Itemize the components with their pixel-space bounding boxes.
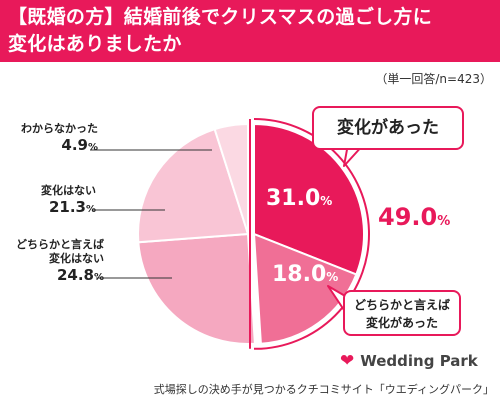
title-line-2: 変化はありましたか [8, 33, 182, 55]
label-somewhat-no: どちらかと言えば 変化はない 24.8% [8, 238, 104, 287]
callout-changed: 変化があった [312, 106, 464, 150]
pie-slices [137, 118, 370, 350]
pie-slice-somewhat-changed [252, 232, 358, 345]
slice-label-somewhat-changed: 18.0% [272, 262, 339, 287]
pie-slice-dontknow [213, 122, 249, 235]
label-dontknow-name: わからなかった [21, 122, 98, 135]
label-nochange: 変化はない 21.3% [18, 184, 96, 219]
group-total: 49.0% [378, 203, 451, 231]
label-nochange-value: 21.3% [48, 198, 96, 216]
label-somewhat-no-value: 24.8% [56, 266, 104, 284]
label-dontknow-value: 4.9% [61, 136, 98, 154]
header-banner: 【既婚の方】結婚前後でクリスマスの過ごし方に 変化はありましたか [0, 0, 500, 62]
chart-title: 【既婚の方】結婚前後でクリスマスの過ごし方に 変化はありましたか [8, 4, 488, 58]
label-somewhat-no-name1: どちらかと言えば [16, 238, 104, 251]
leader-lines [90, 149, 212, 279]
label-dontknow: わからなかった 4.9% [18, 122, 98, 157]
footer-caption: 式場探しの決め手が見つかるクチコミサイト「ウエディングパーク」 [153, 383, 494, 396]
label-somewhat-no-name2: 変化はない [49, 252, 104, 265]
brand-name: Wedding Park [360, 352, 478, 370]
heart-icon: ❤ [340, 351, 355, 371]
callout-b-line2: 変化があった [365, 316, 438, 330]
highlight-outline [253, 118, 370, 350]
title-line-1: 【既婚の方】結婚前後でクリスマスの過ごし方に [8, 6, 433, 28]
callout-somewhat-changed: どちらかと言えば 変化があった [343, 290, 461, 336]
label-nochange-name: 変化はない [41, 184, 96, 197]
slice-label-changed: 31.0% [266, 186, 333, 211]
pie-slice-changed [253, 122, 365, 276]
callout-b-line1: どちらかと言えば [353, 298, 450, 312]
pie-slice-nochange [137, 127, 250, 244]
sample-note: （単一回答/n=423） [375, 72, 492, 86]
pie-slice-somewhat-no [137, 232, 256, 345]
brand-logo: ❤ Wedding Park [340, 351, 478, 371]
